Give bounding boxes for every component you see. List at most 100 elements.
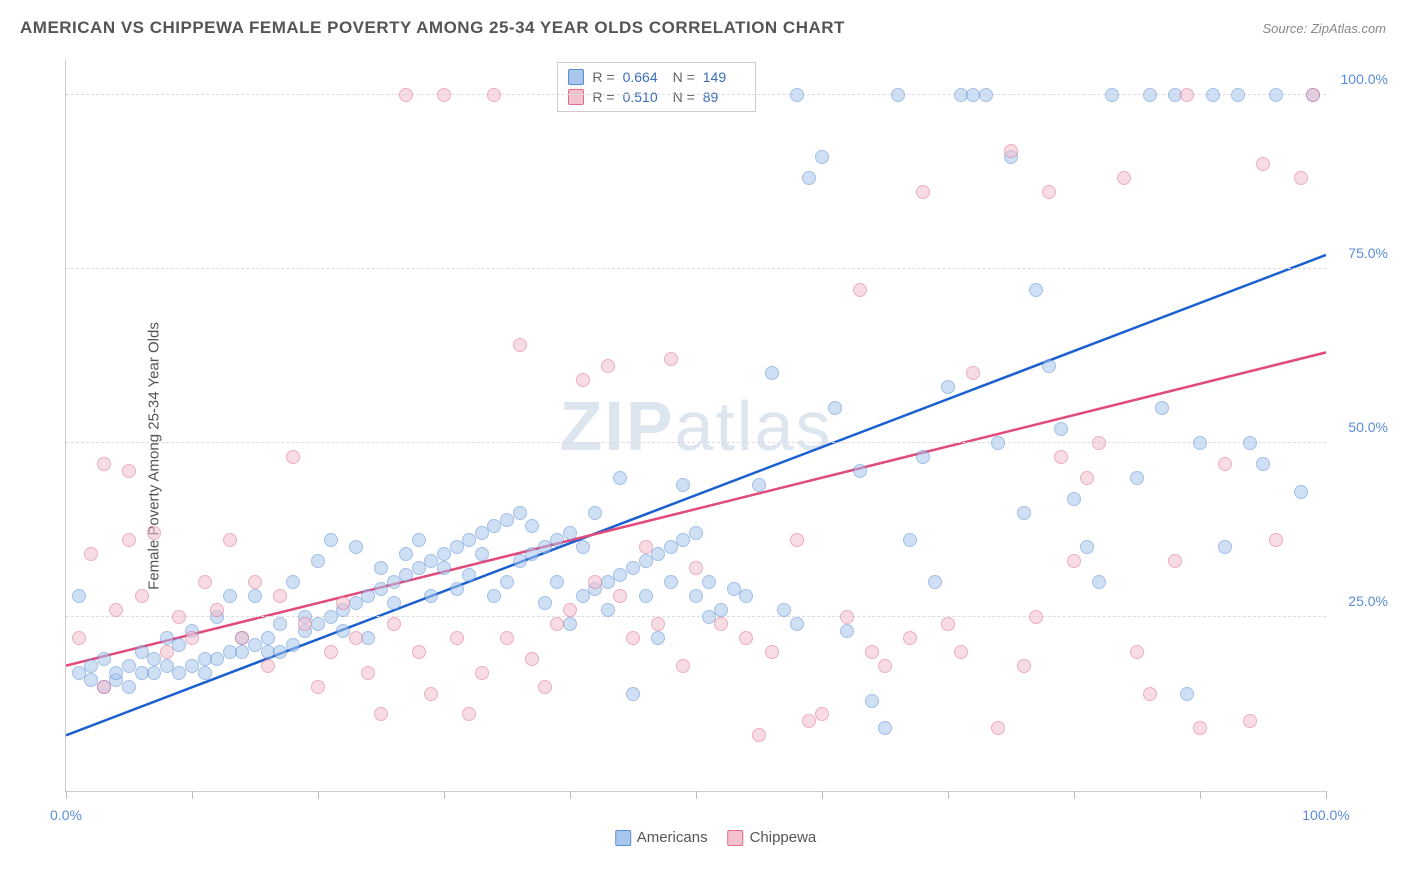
data-point	[273, 617, 287, 631]
data-point	[349, 631, 363, 645]
data-point	[1017, 659, 1031, 673]
data-point	[84, 659, 98, 673]
data-point	[223, 533, 237, 547]
data-point	[702, 575, 716, 589]
swatch-americans	[615, 830, 631, 846]
data-point	[550, 617, 564, 631]
r-label: R =	[592, 89, 614, 105]
data-point	[563, 617, 577, 631]
data-point	[525, 547, 539, 561]
x-tick	[1200, 791, 1201, 799]
data-point	[613, 589, 627, 603]
data-point	[1243, 436, 1257, 450]
chart-header: AMERICAN VS CHIPPEWA FEMALE POVERTY AMON…	[0, 0, 1406, 48]
watermark: ZIPatlas	[560, 386, 833, 466]
data-point	[462, 533, 476, 547]
data-point	[865, 645, 879, 659]
data-point	[387, 575, 401, 589]
data-point	[765, 645, 779, 659]
data-point	[790, 617, 804, 631]
data-point	[72, 631, 86, 645]
data-point	[525, 652, 539, 666]
data-point	[462, 568, 476, 582]
data-point	[941, 380, 955, 394]
data-point	[576, 589, 590, 603]
data-point	[639, 540, 653, 554]
source-attribution: Source: ZipAtlas.com	[1262, 21, 1386, 36]
data-point	[147, 666, 161, 680]
data-point	[248, 575, 262, 589]
data-point	[349, 596, 363, 610]
data-point	[172, 666, 186, 680]
data-point	[1218, 540, 1232, 554]
data-point	[185, 631, 199, 645]
data-point	[689, 561, 703, 575]
data-point	[1206, 88, 1220, 102]
data-point	[298, 617, 312, 631]
data-point	[374, 561, 388, 575]
data-point	[954, 645, 968, 659]
n-label: N =	[673, 69, 695, 85]
data-point	[941, 617, 955, 631]
trend-line	[66, 255, 1326, 735]
swatch-chippewa	[728, 830, 744, 846]
trend-lines	[66, 60, 1326, 791]
data-point	[500, 575, 514, 589]
data-point	[790, 88, 804, 102]
scatter-plot: ZIPatlas R = 0.664 N = 149 R = 0.510 N =…	[65, 60, 1326, 792]
data-point	[311, 554, 325, 568]
data-point	[1180, 687, 1194, 701]
data-point	[1143, 88, 1157, 102]
stats-row-americans: R = 0.664 N = 149	[568, 67, 744, 87]
x-tick	[1326, 791, 1327, 799]
data-point	[109, 603, 123, 617]
data-point	[487, 589, 501, 603]
x-tick	[696, 791, 697, 799]
x-tick	[192, 791, 193, 799]
data-point	[639, 554, 653, 568]
data-point	[1117, 171, 1131, 185]
data-point	[450, 582, 464, 596]
y-tick-label: 75.0%	[1348, 245, 1388, 261]
data-point	[387, 596, 401, 610]
data-point	[424, 687, 438, 701]
data-point	[1042, 359, 1056, 373]
data-point	[752, 728, 766, 742]
data-point	[1080, 540, 1094, 554]
data-point	[399, 568, 413, 582]
grid-line	[66, 268, 1326, 269]
data-point	[1168, 554, 1182, 568]
legend-label-americans: Americans	[637, 829, 708, 846]
data-point	[1269, 88, 1283, 102]
correlation-stats-box: R = 0.664 N = 149 R = 0.510 N = 89	[557, 62, 755, 112]
grid-line	[66, 616, 1326, 617]
data-point	[1092, 575, 1106, 589]
data-point	[966, 366, 980, 380]
data-point	[802, 171, 816, 185]
data-point	[223, 589, 237, 603]
data-point	[563, 526, 577, 540]
data-point	[97, 457, 111, 471]
x-tick	[1074, 791, 1075, 799]
x-tick	[570, 791, 571, 799]
data-point	[286, 638, 300, 652]
chart-area: Female Poverty Among 25-34 Year Olds ZIP…	[35, 60, 1396, 852]
data-point	[739, 631, 753, 645]
data-point	[802, 714, 816, 728]
trend-line	[66, 352, 1326, 665]
data-point	[147, 526, 161, 540]
data-point	[311, 680, 325, 694]
n-value-americans: 149	[703, 69, 745, 85]
data-point	[777, 603, 791, 617]
stats-row-chippewa: R = 0.510 N = 89	[568, 87, 744, 107]
data-point	[437, 547, 451, 561]
data-point	[714, 617, 728, 631]
data-point	[1231, 88, 1245, 102]
r-value-chippewa: 0.510	[623, 89, 665, 105]
swatch-chippewa	[568, 89, 584, 105]
r-value-americans: 0.664	[623, 69, 665, 85]
chart-title: AMERICAN VS CHIPPEWA FEMALE POVERTY AMON…	[20, 18, 845, 38]
data-point	[210, 652, 224, 666]
data-point	[1054, 422, 1068, 436]
data-point	[235, 631, 249, 645]
